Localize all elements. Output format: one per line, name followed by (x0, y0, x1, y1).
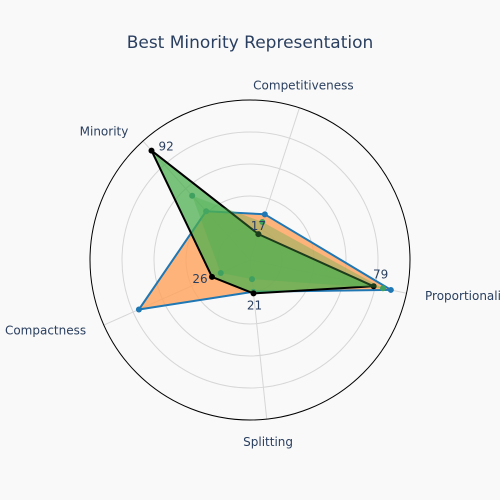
series-3-point-proportionality (380, 285, 387, 292)
series-2-point-proportionality (370, 283, 377, 290)
series-3-point-splitting (249, 276, 256, 283)
axis-label-proportionality: Proportionality (425, 289, 500, 303)
axis-label-minority: Minority (80, 125, 129, 139)
series-3-point-minority (189, 192, 196, 199)
data-label-splitting: 21 (247, 298, 262, 312)
series-2-area (150, 149, 375, 295)
series-3-area (192, 195, 383, 289)
series-2-point-compactness (208, 273, 215, 280)
series-3-point-compactness (217, 270, 224, 277)
gridline-circle-80 (121, 131, 379, 389)
axis-label-competitiveness: Competitiveness (253, 79, 353, 93)
series-2-point-splitting (250, 290, 257, 297)
series-1-point-proportionality (387, 286, 394, 293)
data-label-minority: 92 (159, 140, 174, 154)
gridline-circle-60 (153, 163, 347, 357)
data-label-compactness: 26 (192, 272, 207, 286)
polar-outline (89, 99, 411, 421)
series-2-point-minority (148, 147, 155, 154)
data-label-proportionality: 79 (373, 267, 388, 281)
chart-title: Best Minority Representation (126, 33, 374, 53)
data-label-competitiveness: 17 (251, 219, 266, 233)
series-1-point-competitiveness (261, 211, 268, 218)
series-1-point-compactness (135, 306, 142, 313)
axis-label-splitting: Splitting (243, 435, 293, 449)
axis-label-compactness: Compactness (5, 323, 86, 337)
series-2-point-competitiveness (255, 231, 262, 238)
series-3-point-competitiveness (259, 218, 266, 225)
